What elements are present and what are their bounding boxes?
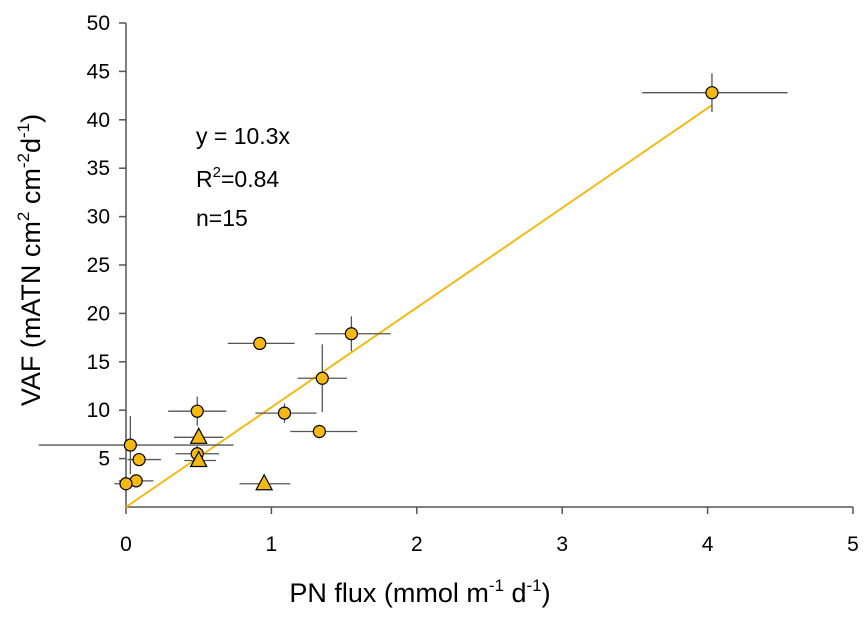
r-squared-label: R2=0.84	[196, 164, 279, 192]
y-tick-label: 50	[87, 12, 110, 35]
triangle-point	[189, 427, 208, 444]
circle-point	[344, 327, 358, 341]
circle-point	[119, 477, 133, 491]
circle-point	[705, 86, 719, 100]
y-tick-label: 15	[87, 351, 110, 374]
x-axis-title: PN flux (mmol m-1 d-1)	[289, 576, 550, 608]
equation-label: y = 10.3x	[196, 123, 290, 149]
circle-point	[123, 438, 137, 452]
regression-line	[125, 104, 713, 508]
x-tick-label: 1	[266, 533, 278, 556]
y-tick-label: 40	[87, 109, 110, 132]
circle-point	[315, 371, 329, 385]
circle-point	[312, 424, 326, 439]
y-tick-label: 10	[87, 399, 110, 422]
x-tick-label: 3	[556, 533, 568, 556]
triangle-point	[189, 450, 208, 468]
y-tick-label: 30	[87, 206, 110, 229]
circle-point	[253, 336, 267, 351]
error-bars	[38, 73, 788, 485]
y-tick-label: 5	[98, 448, 110, 471]
y-tick-label: 25	[87, 254, 110, 277]
y-tick-label: 45	[87, 60, 110, 83]
y-tick-label: 35	[87, 157, 110, 180]
x-tick-label: 2	[411, 533, 423, 556]
circle-point	[277, 406, 292, 420]
x-tick-label: 0	[120, 533, 132, 556]
triangle-point	[255, 473, 274, 491]
fit-annotation: y = 10.3x R2=0.84 n=15	[196, 123, 290, 231]
data-markers	[119, 86, 719, 491]
y-ticks: 5 10 15 20 25 30 35 40 45 50	[87, 12, 126, 471]
circle-point	[132, 452, 146, 467]
x-tick-label: 4	[702, 533, 714, 556]
x-ticks: 0 1 2 3 4 5	[120, 507, 859, 556]
circle-point	[190, 404, 204, 418]
n-label: n=15	[196, 205, 248, 231]
y-axis-title: VAF (mATN cm2 cm-2d-1)	[14, 114, 46, 406]
x-tick-label: 5	[847, 533, 859, 556]
y-tick-label: 20	[87, 302, 110, 325]
